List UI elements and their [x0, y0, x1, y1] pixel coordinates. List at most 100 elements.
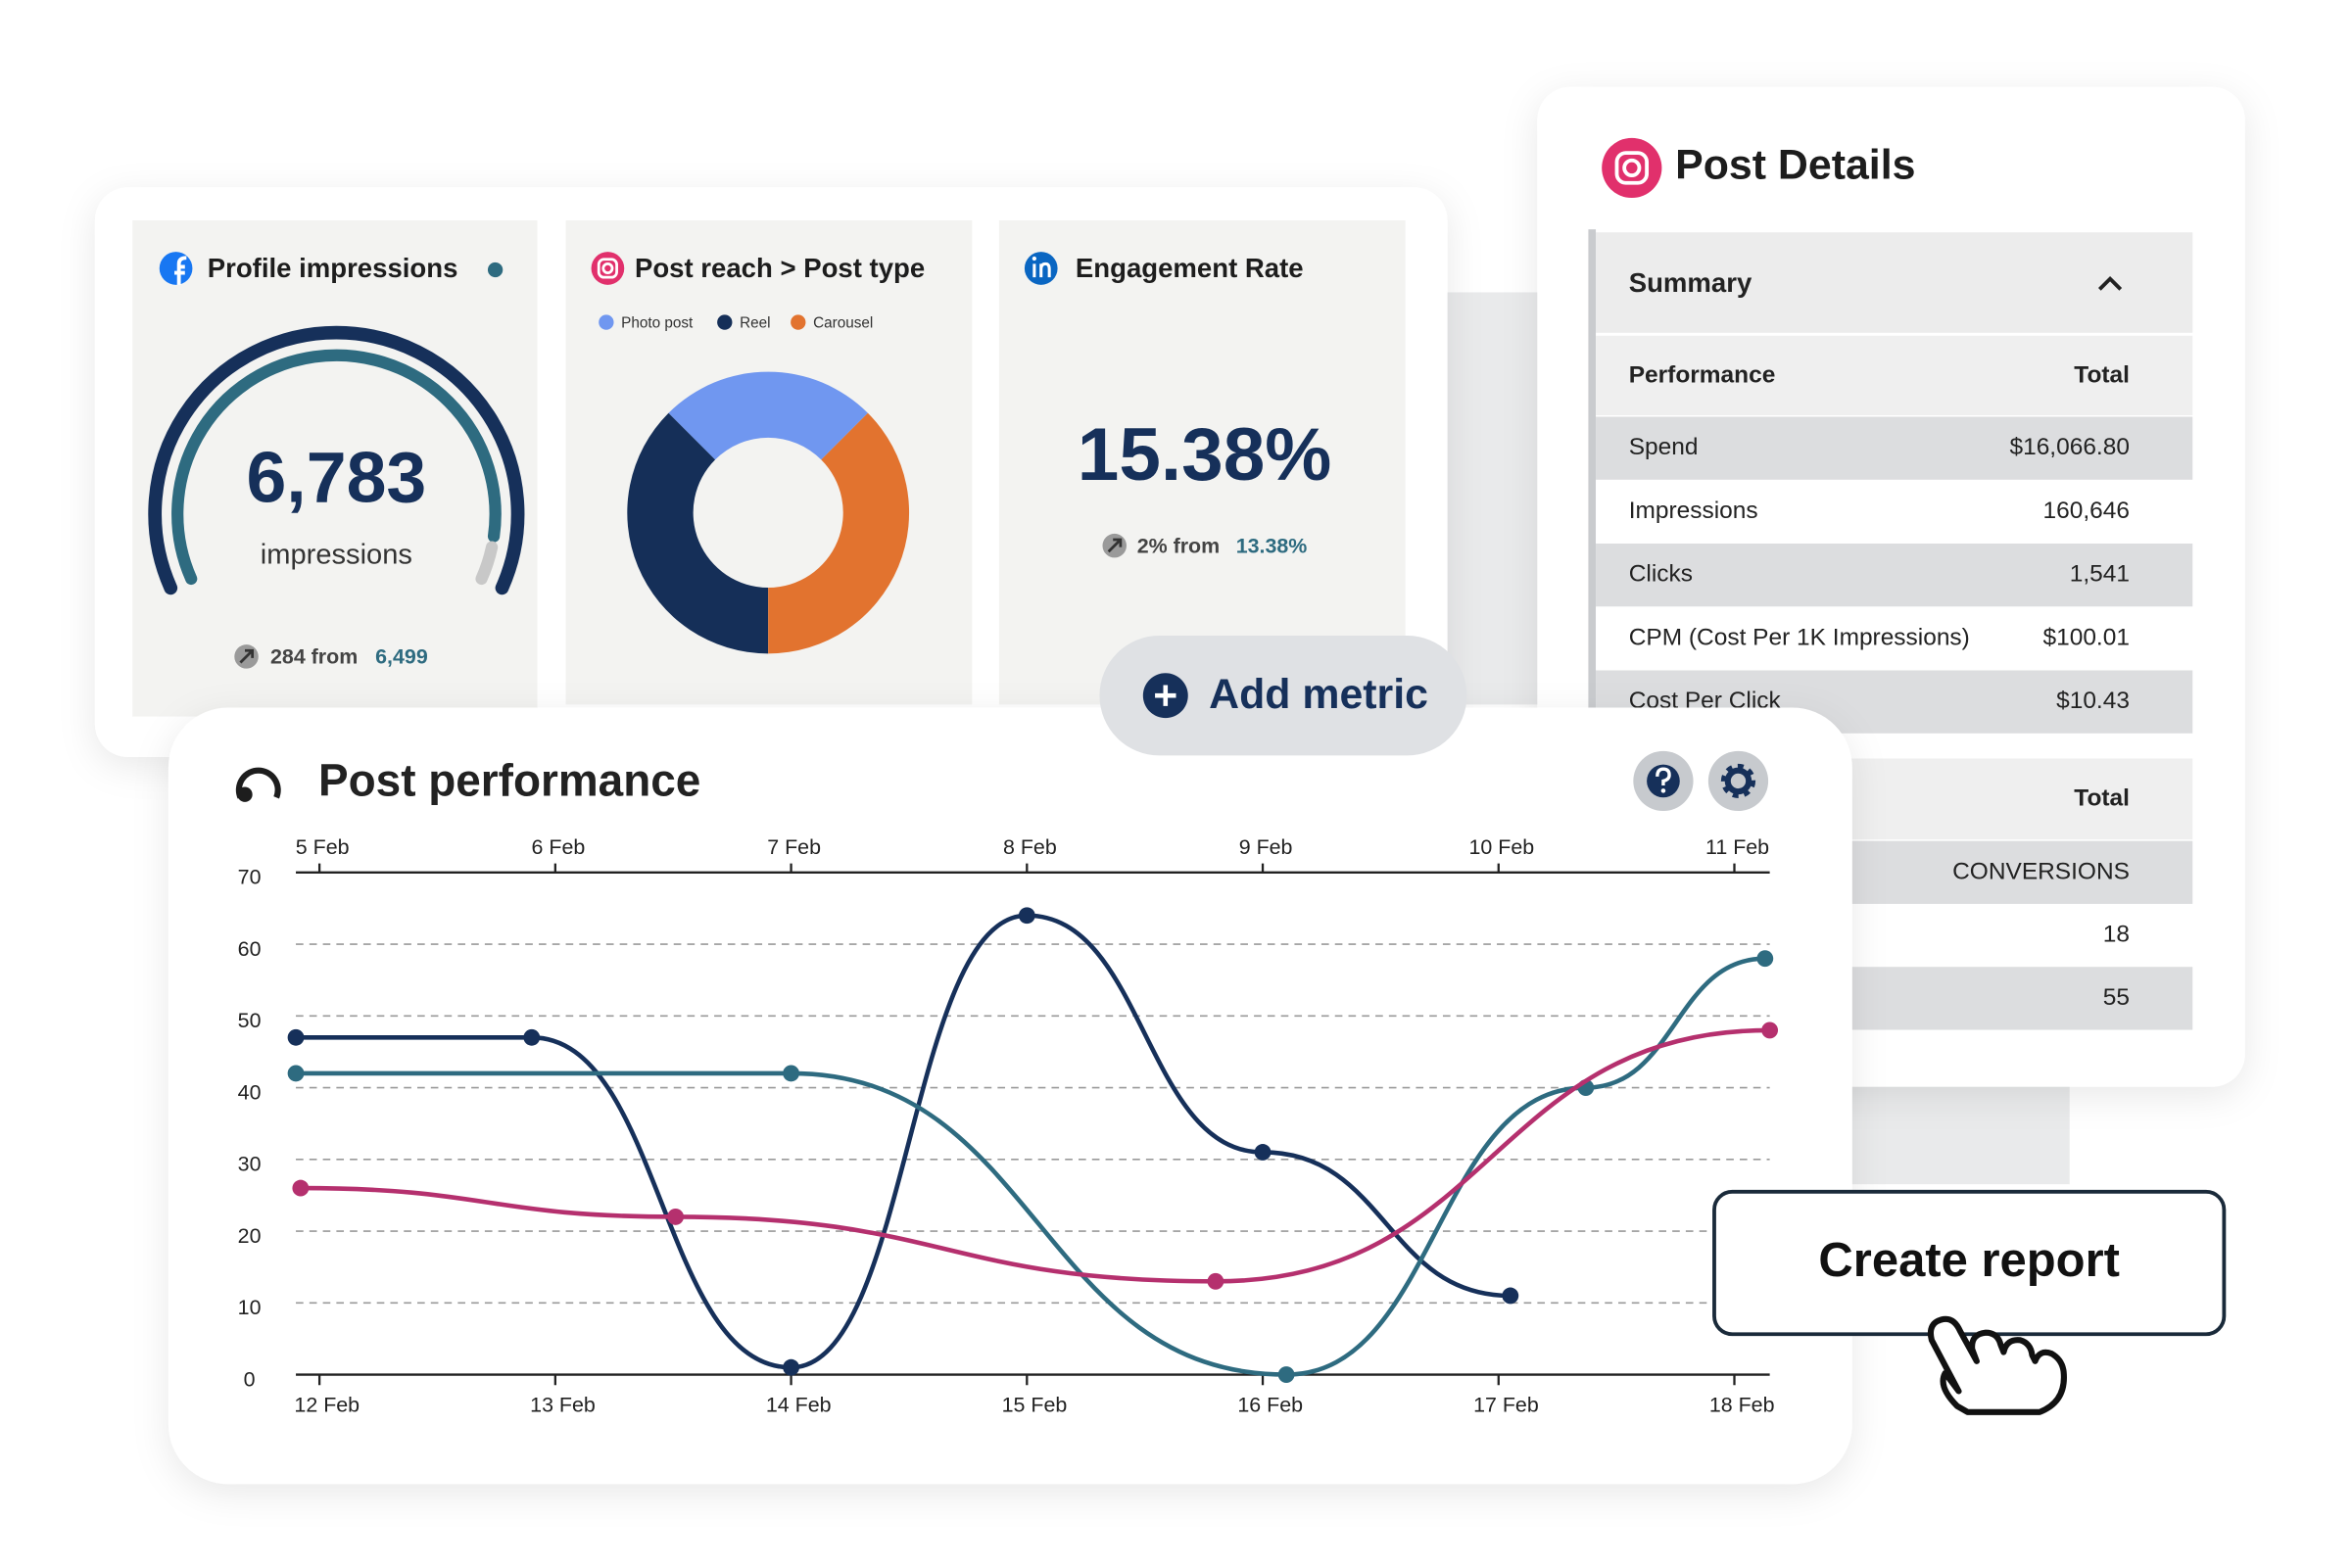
- x2-tick-label: 11 Feb: [1705, 835, 1769, 859]
- line-point: [783, 1065, 799, 1082]
- instagram-glyph: [597, 258, 618, 279]
- settings-button[interactable]: [1707, 750, 1769, 812]
- line-point: [1207, 1272, 1224, 1290]
- big-number: 6,783: [246, 436, 426, 517]
- x-tick-label: 14 Feb: [766, 1393, 832, 1416]
- line-series: [300, 1027, 1770, 1284]
- table-cell: 160,646: [2043, 498, 2130, 524]
- table-cell: Clicks: [1629, 561, 1693, 588]
- trend-arrow: [239, 648, 255, 664]
- chevron[interactable]: [2097, 275, 2123, 291]
- y-tick-label: 10: [238, 1296, 262, 1319]
- widget-panel: [132, 219, 538, 717]
- line-point: [1756, 950, 1774, 968]
- line-series: [296, 913, 1511, 1370]
- button-label: Create report: [1818, 1234, 2120, 1287]
- create-report-button[interactable]: Create report: [1712, 1189, 2227, 1415]
- pie-slice: [768, 412, 910, 654]
- facebook-glyph: [174, 256, 187, 285]
- linkedin-glyph: [1032, 261, 1051, 278]
- line-point: [287, 1065, 305, 1082]
- pie-slice: [668, 371, 868, 460]
- x-tick-label: 12 Feb: [294, 1393, 360, 1416]
- status-dot: [487, 261, 504, 278]
- summary-label: Summary: [1629, 267, 1752, 298]
- widget-panel: [998, 219, 1406, 705]
- legend-label: Photo post: [621, 315, 694, 332]
- help-glyph: [1656, 767, 1671, 786]
- legend-swatch: [599, 314, 614, 330]
- facebook-icon: [159, 252, 193, 285]
- widgets-card: Profile impressions 6,783 impressions 28…: [94, 187, 1448, 757]
- line-point: [667, 1208, 685, 1225]
- table-cell: 1,541: [2070, 561, 2130, 588]
- unit-label: impressions: [261, 540, 412, 571]
- table-cell: Impressions: [1629, 498, 1758, 524]
- line-point: [287, 1028, 305, 1046]
- table-row: [1596, 606, 2193, 671]
- x2-tick-label: 10 Feb: [1469, 835, 1535, 859]
- gear-icon: [1724, 767, 1752, 795]
- line-point: [783, 1358, 799, 1376]
- instagram-glyph: [1614, 151, 1650, 185]
- table-cell: $100.01: [2043, 624, 2130, 650]
- table-cell: 55: [2103, 984, 2130, 1011]
- plus-glyph: [1155, 685, 1176, 706]
- y-tick-label: 70: [238, 866, 262, 889]
- widget-title: Profile impressions: [208, 253, 458, 283]
- x2-tick-label: 8 Feb: [1003, 835, 1057, 859]
- legend-swatch: [791, 314, 806, 330]
- linkedin-glyph: [1032, 256, 1037, 261]
- pill[interactable]: [1099, 635, 1467, 756]
- legend-swatch: [717, 314, 733, 330]
- table-header-cell: Performance: [1629, 362, 1776, 389]
- y-tick-label: 20: [238, 1224, 262, 1248]
- legend-label: Carousel: [813, 315, 873, 332]
- summary-header[interactable]: [1596, 232, 2193, 333]
- line-point: [1018, 907, 1035, 925]
- performance-card: Post performance 0 10 20 30 40 50 60 70 12 Feb 13…: [168, 707, 1852, 1485]
- card: [168, 707, 1852, 1485]
- line-series: [296, 956, 1765, 1377]
- x-tick-label: 15 Feb: [1002, 1393, 1068, 1416]
- add-metric-button[interactable]: Add metric: [1099, 635, 1467, 756]
- x2-tick-label: 9 Feb: [1239, 835, 1293, 859]
- table-row: [1596, 416, 2193, 480]
- widget-title: Post reach > Post type: [635, 253, 925, 283]
- instagram-icon: [1602, 137, 1662, 199]
- table-row: [1596, 480, 2193, 544]
- y-tick-label: 40: [238, 1080, 262, 1104]
- x-tick-label: 18 Feb: [1709, 1393, 1775, 1416]
- table-cell: CPM (Cost Per 1K Impressions): [1629, 624, 1970, 650]
- table-cell: 18: [2103, 922, 2130, 948]
- gauge-progress: [171, 349, 502, 586]
- x-tick-label: 16 Feb: [1237, 1393, 1303, 1416]
- table-border: [1588, 229, 1597, 1032]
- trend-arrow: [1107, 538, 1123, 553]
- chart-title: Post performance: [318, 755, 700, 806]
- instagram-icon: [591, 252, 625, 285]
- table-header-cell: Total: [2074, 362, 2130, 389]
- hand-cursor: [1927, 1315, 2067, 1415]
- line-point: [1502, 1287, 1519, 1305]
- previous-value: 6,499: [375, 645, 428, 669]
- gauge-rest: [475, 541, 499, 586]
- table-cell: CONVERSIONS: [1952, 858, 2130, 884]
- button-box[interactable]: [1712, 1189, 2227, 1337]
- gauge-outer: [148, 325, 525, 595]
- perf-icon: [237, 786, 253, 802]
- instagram-glyph: [601, 262, 614, 274]
- big-number: 15.38%: [1078, 413, 1332, 497]
- x2-tick-label: 5 Feb: [296, 835, 350, 859]
- widget-title: Engagement Rate: [1076, 253, 1304, 283]
- line-point: [1254, 1144, 1272, 1161]
- table-cell: $10.43: [2056, 688, 2130, 714]
- table-cell: $16,066.80: [2009, 434, 2129, 460]
- change-text: 2% from: [1137, 534, 1220, 557]
- details-title: Post Details: [1675, 142, 1915, 189]
- x2-tick-label: 7 Feb: [767, 835, 821, 859]
- line-point: [292, 1179, 310, 1197]
- line-point: [1277, 1366, 1295, 1383]
